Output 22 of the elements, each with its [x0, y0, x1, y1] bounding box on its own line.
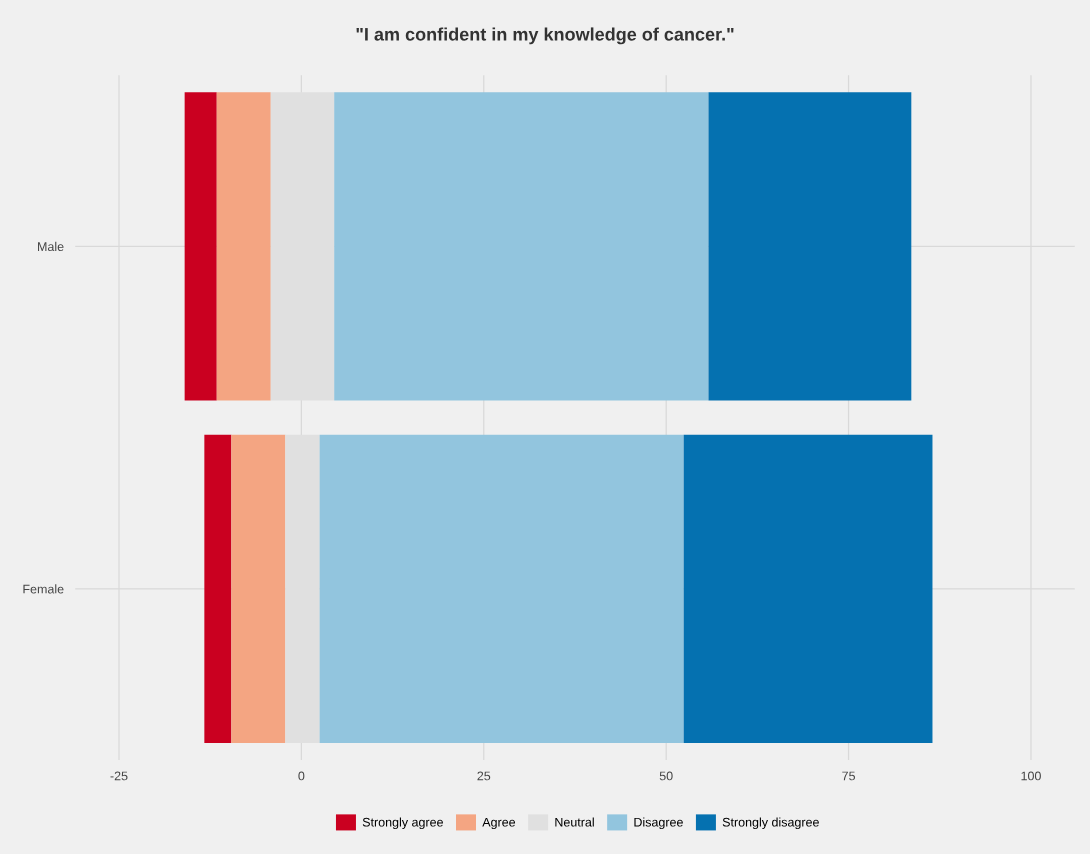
legend-label: Disagree — [634, 817, 683, 830]
legend-label: Neutral — [555, 817, 594, 827]
chart-title: "I am confident in my knowledge of cancer." — [356, 27, 734, 45]
legend-label: Agree — [482, 817, 516, 830]
x-tick-label: 0 — [298, 771, 305, 781]
bar — [708, 92, 912, 401]
legend-label: Strongly agree — [362, 817, 443, 830]
x-tick-label: 25 — [477, 771, 491, 781]
legend-label: Strongly disagree — [722, 817, 819, 830]
bar — [184, 92, 217, 401]
bar — [231, 434, 286, 743]
bar — [216, 92, 271, 401]
x-tick-label: -25 — [110, 771, 128, 781]
x-tick-label: 50 — [659, 771, 673, 781]
bar — [204, 434, 232, 743]
bar — [319, 434, 684, 743]
x-tick-label: 75 — [842, 771, 855, 781]
bar — [334, 92, 709, 401]
y-tick-label: Male — [38, 241, 64, 252]
x-tick-label: 100 — [1021, 771, 1041, 781]
y-tick-label: Female — [23, 584, 64, 594]
bar — [683, 434, 933, 743]
